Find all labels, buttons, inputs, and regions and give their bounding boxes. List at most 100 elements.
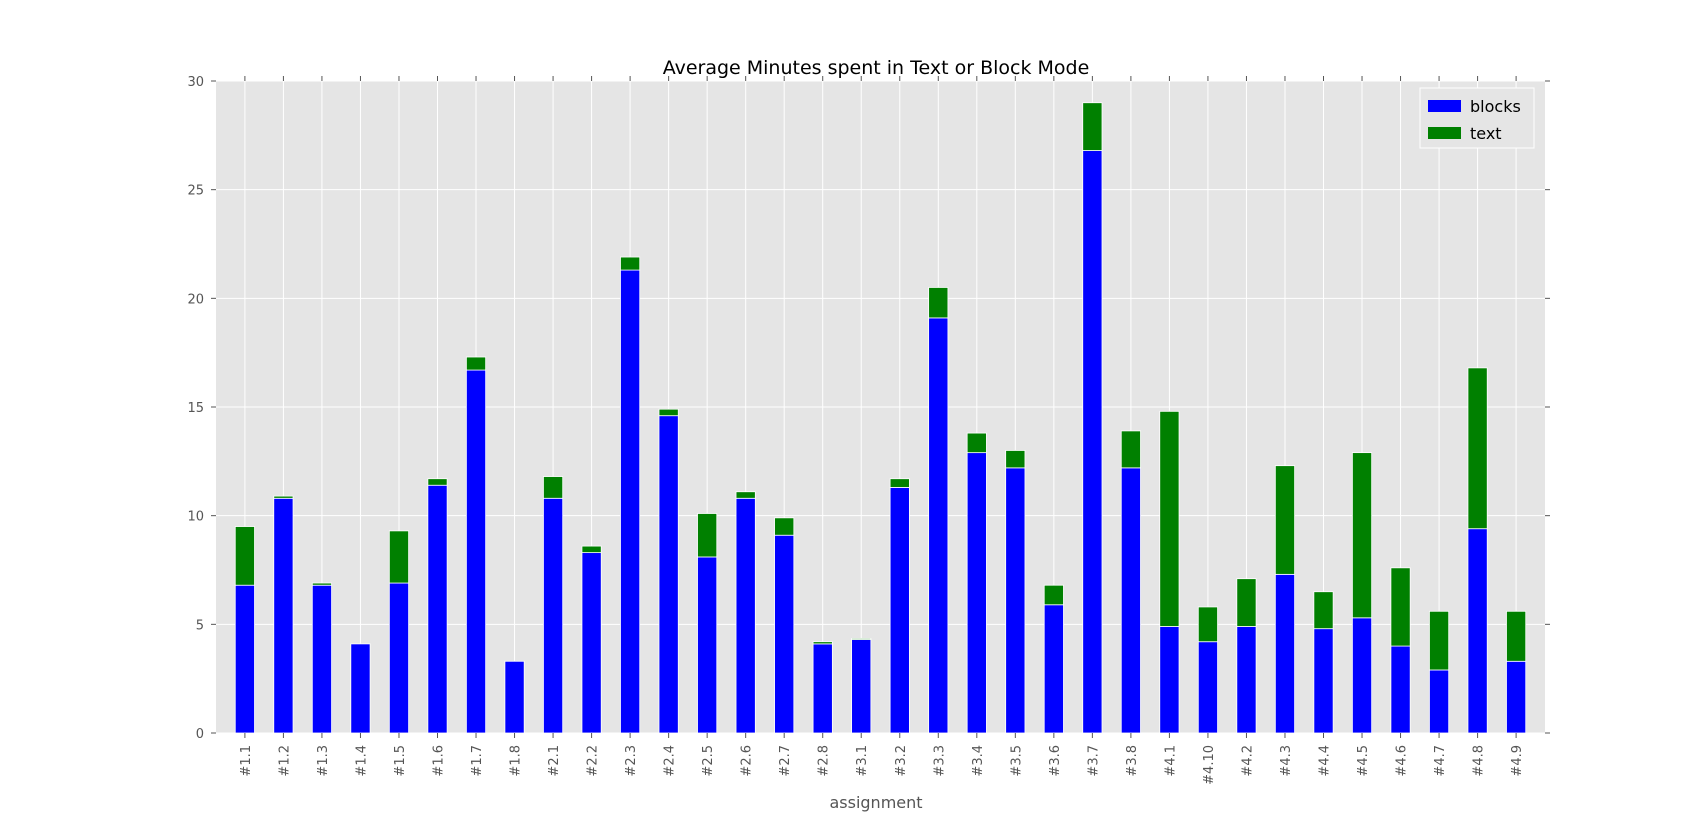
x-tick-label: #4.10 (1202, 745, 1217, 785)
bar-blocks (1159, 626, 1180, 734)
x-tick-label: #3.7 (1086, 745, 1101, 777)
x-tick-label: #3.5 (1009, 745, 1024, 777)
bar-blocks (1351, 617, 1373, 734)
x-tick-label: #4.3 (1279, 745, 1294, 777)
x-tick-label: #2.7 (778, 745, 793, 777)
bar-blocks (812, 643, 833, 734)
x-tick-label: #1.2 (277, 745, 292, 777)
x-tick-label: #4.9 (1510, 745, 1525, 777)
bar-text (1159, 410, 1180, 627)
y-tick-label: 10 (187, 510, 204, 525)
chart-title: Average Minutes spent in Text or Block M… (663, 57, 1090, 79)
bar-blocks (581, 552, 602, 734)
bar-blocks (735, 497, 756, 734)
x-tick-label: #1.1 (239, 745, 254, 777)
bar-text (851, 638, 872, 640)
bar-blocks (658, 415, 679, 734)
legend-swatch-text (1428, 127, 1461, 139)
bar-blocks (350, 643, 371, 734)
bar-blocks (1043, 604, 1064, 734)
bar-text (1467, 367, 1488, 530)
bar-blocks (1467, 528, 1488, 734)
bar-text (697, 513, 718, 558)
bar-text (1313, 591, 1334, 630)
x-tick-label: #2.4 (663, 745, 678, 777)
bar-text (234, 526, 255, 586)
bar-text (966, 432, 987, 454)
x-tick-label: #4.4 (1318, 745, 1333, 777)
bar-blocks (465, 369, 487, 734)
bar-text (1274, 465, 1296, 575)
x-tick-label: #3.6 (1048, 745, 1063, 777)
bar-text (311, 582, 332, 586)
bars-group (234, 102, 1527, 734)
bar-blocks (889, 487, 910, 734)
bar-blocks (851, 639, 872, 734)
bar-text (889, 478, 910, 488)
bar-text (581, 545, 602, 554)
x-tick-label: #3.8 (1125, 745, 1140, 777)
x-tick-label: #1.7 (470, 745, 485, 777)
y-tick-label: 0 (196, 727, 204, 742)
x-tick-label: #4.6 (1395, 745, 1410, 777)
legend-label-blocks: blocks (1470, 97, 1521, 116)
x-tick-label: #1.6 (432, 745, 447, 777)
bar-blocks (1082, 150, 1103, 734)
y-tick-label: 30 (187, 75, 204, 90)
x-tick-label: #4.2 (1240, 745, 1255, 777)
bar-blocks (1120, 467, 1141, 734)
bar-blocks (928, 317, 949, 734)
x-tick-label: #2.6 (740, 745, 755, 777)
bar-blocks (543, 497, 564, 734)
bar-blocks (1506, 660, 1527, 734)
x-tick-label: #4.5 (1356, 745, 1371, 777)
y-tick-label: 5 (196, 618, 204, 633)
bar-text (1005, 450, 1026, 469)
x-tick-label: #1.5 (393, 745, 408, 777)
x-tick-label: #3.3 (932, 745, 947, 777)
bar-blocks (234, 584, 255, 734)
bar-text (735, 491, 756, 499)
bar-text (812, 641, 833, 645)
bar-blocks (1313, 628, 1334, 734)
legend-label-text: text (1470, 124, 1502, 143)
bar-blocks (311, 584, 332, 734)
x-tick-label: #2.3 (624, 745, 639, 777)
x-tick-label: #4.8 (1472, 745, 1487, 777)
bar-blocks (1390, 645, 1411, 734)
bar-blocks (1236, 626, 1257, 734)
bar-text (465, 356, 487, 371)
bar-text (1197, 606, 1218, 643)
bar-blocks (1429, 669, 1450, 734)
x-tick-label: #3.4 (971, 745, 986, 777)
bar-blocks (504, 660, 525, 734)
bar-blocks (966, 452, 987, 734)
x-tick-labels: #1.1 #1.2 #1.3 #1.4 #1.5 #1.6 #1.7 #1.8 #2.1 #2.2… (239, 745, 1525, 785)
bar-blocks (1197, 641, 1218, 734)
bar-blocks (1005, 467, 1026, 734)
y-tick-label: 15 (187, 401, 204, 416)
bar-text (273, 495, 294, 499)
x-tick-label: #2.5 (701, 745, 716, 777)
x-axis-title: assignment (829, 793, 922, 812)
bar-text (1390, 567, 1411, 647)
y-tick-labels: 0 5 10 15 20 25 30 (187, 75, 204, 742)
bar-blocks (427, 484, 448, 734)
x-tick-label: #4.1 (1163, 745, 1178, 777)
bar-text (928, 287, 949, 319)
bar-text (388, 530, 410, 584)
bar-blocks (273, 497, 294, 734)
x-tick-label: #2.8 (817, 745, 832, 777)
bar-text (1429, 610, 1450, 671)
y-tick-label: 20 (187, 292, 204, 307)
bar-blocks (620, 269, 641, 734)
x-tick-label: #1.3 (316, 745, 331, 777)
bar-text (1082, 102, 1103, 151)
bar-blocks (1274, 573, 1296, 734)
legend-swatch-blocks (1428, 100, 1461, 112)
bar-text (1236, 578, 1257, 627)
x-tick-label: #1.8 (509, 745, 524, 777)
x-tick-label: #2.1 (547, 745, 562, 777)
bar-text (543, 476, 564, 499)
